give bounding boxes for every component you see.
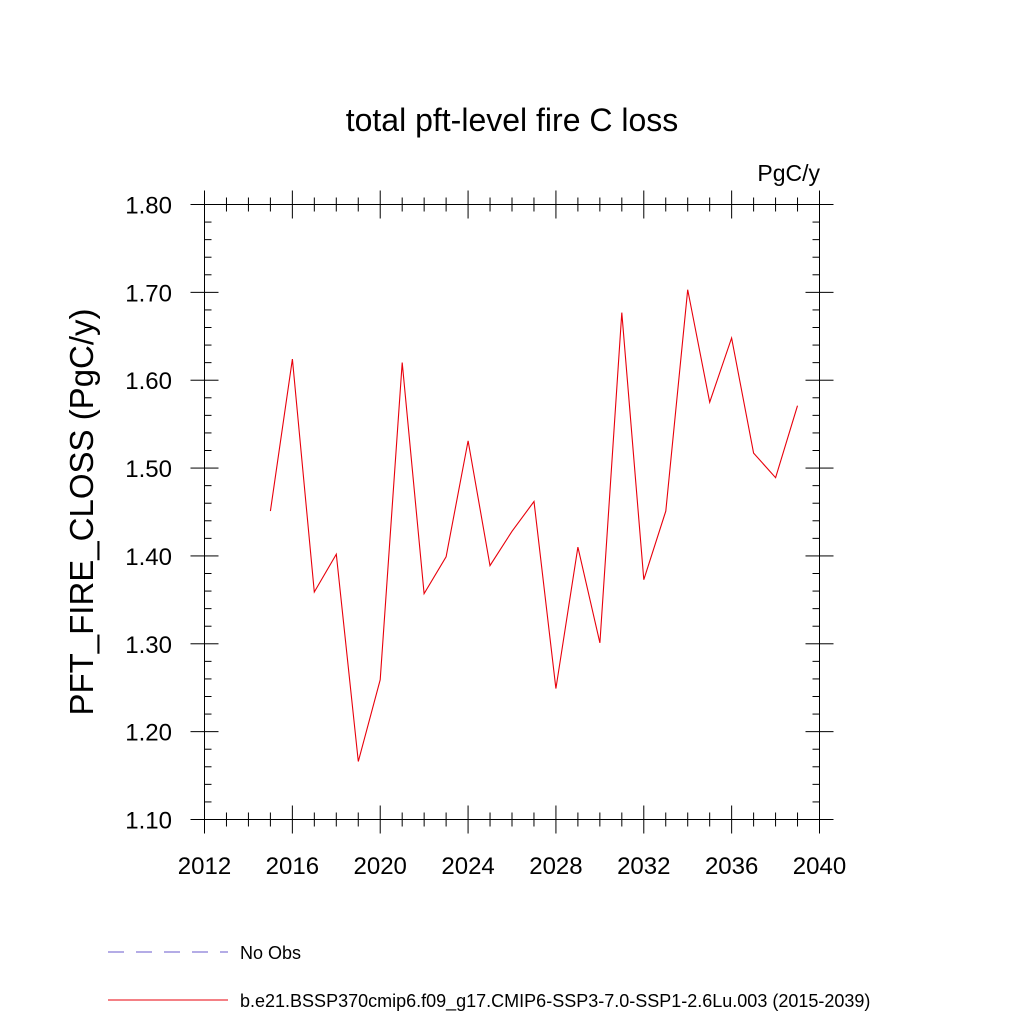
y-tick-label: 1.40 (125, 544, 172, 571)
data-point (467, 439, 470, 442)
data-point (401, 361, 404, 364)
data-point (511, 530, 514, 533)
y-tick-label: 1.80 (125, 193, 172, 220)
data-point (269, 510, 272, 513)
data-point (598, 641, 601, 644)
y-tick-label: 1.10 (125, 808, 172, 835)
data-point (379, 678, 382, 681)
data-point (423, 592, 426, 595)
plot-frame (204, 204, 820, 820)
y-tick-label: 1.60 (125, 368, 172, 395)
x-tick-label: 2012 (178, 853, 231, 880)
y-tick-label: 1.30 (125, 632, 172, 659)
data-point (708, 401, 711, 404)
data-point (576, 546, 579, 549)
legend-label-1: b.e21.BSSP370cmip6.f09_g17.CMIP6-SSP3-7.… (240, 991, 870, 1012)
data-point (642, 578, 645, 581)
x-tick-label: 2020 (354, 853, 407, 880)
y-tick-label: 1.50 (125, 456, 172, 483)
y-tick-label: 1.70 (125, 280, 172, 307)
x-tick-label: 2028 (529, 853, 582, 880)
series-line-0 (269, 289, 799, 762)
legend-label-0: No Obs (240, 943, 301, 963)
data-point (335, 553, 338, 556)
data-point (532, 500, 535, 503)
x-tick-label: 2032 (617, 853, 670, 880)
data-point (796, 404, 799, 407)
data-point (774, 476, 777, 479)
data-point (489, 564, 492, 567)
x-tick-label: 2036 (705, 853, 758, 880)
data-point (313, 590, 316, 593)
data-point (664, 510, 667, 513)
x-tick-label: 2016 (266, 853, 319, 880)
x-tick-label: 2024 (441, 853, 494, 880)
data-point (752, 452, 755, 455)
data-point (291, 358, 294, 361)
data-point (357, 760, 360, 763)
y-tick-label: 1.20 (125, 720, 172, 747)
x-tick-label: 2040 (793, 853, 846, 880)
data-point (730, 337, 733, 340)
data-point (445, 555, 448, 558)
data-point (686, 288, 689, 291)
units-label: PgC/y (757, 160, 820, 186)
y-axis-label: PFT_FIRE_CLOSS (PgC/y) (63, 308, 100, 715)
data-point (554, 687, 557, 690)
chart-title: total pft-level fire C loss (346, 102, 679, 138)
data-point (620, 311, 623, 314)
